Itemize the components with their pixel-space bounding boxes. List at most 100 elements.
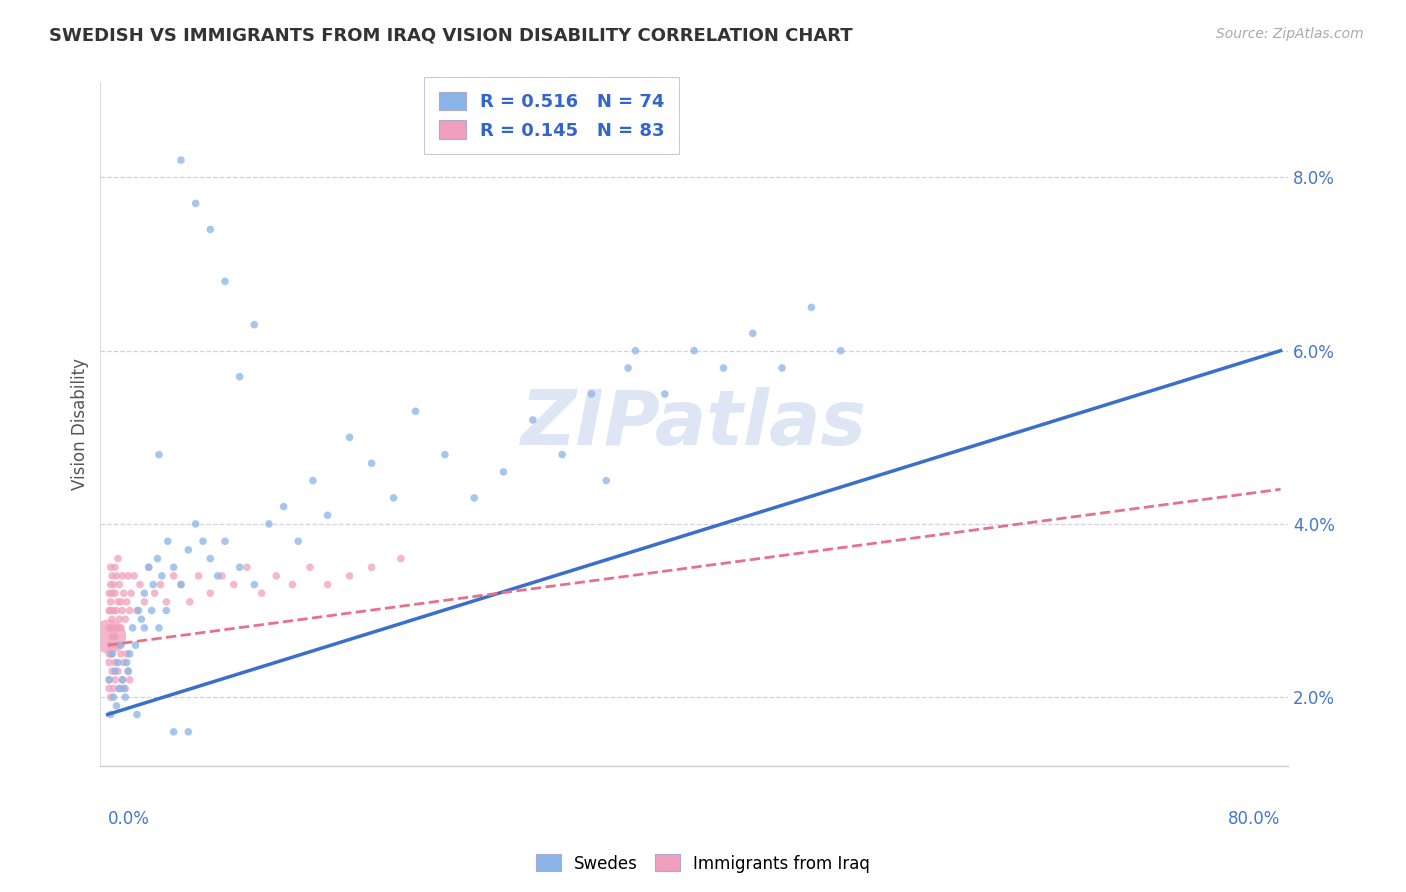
Point: [184, 516, 207, 531]
Point: [191, 534, 214, 549]
Point: [243, 318, 266, 332]
Point: [112, 656, 135, 670]
Point: [163, 569, 186, 583]
Point: [100, 690, 122, 705]
Point: [170, 577, 193, 591]
Point: [114, 681, 136, 696]
Point: [141, 603, 163, 617]
Point: [155, 595, 177, 609]
Point: [257, 516, 280, 531]
Legend: Swedes, Immigrants from Iraq: Swedes, Immigrants from Iraq: [529, 847, 877, 880]
Point: [103, 621, 125, 635]
Point: [177, 724, 200, 739]
Point: [101, 612, 124, 626]
Point: [110, 638, 132, 652]
Point: [214, 274, 236, 288]
Point: [581, 387, 603, 401]
Point: [134, 586, 156, 600]
Point: [184, 196, 207, 211]
Point: [683, 343, 706, 358]
Point: [522, 413, 544, 427]
Point: [339, 430, 361, 444]
Point: [127, 603, 149, 617]
Point: [222, 577, 245, 591]
Point: [155, 603, 177, 617]
Point: [111, 673, 134, 687]
Point: [110, 595, 132, 609]
Point: [104, 673, 127, 687]
Point: [382, 491, 405, 505]
Text: 80.0%: 80.0%: [1229, 810, 1281, 828]
Point: [98, 586, 121, 600]
Point: [214, 534, 236, 549]
Point: [118, 603, 141, 617]
Point: [125, 603, 148, 617]
Point: [624, 343, 647, 358]
Point: [595, 474, 617, 488]
Point: [177, 542, 200, 557]
Point: [170, 577, 193, 591]
Point: [187, 569, 209, 583]
Point: [108, 612, 131, 626]
Point: [100, 638, 122, 652]
Point: [360, 456, 382, 470]
Point: [405, 404, 427, 418]
Point: [107, 551, 129, 566]
Point: [100, 647, 122, 661]
Text: 0.0%: 0.0%: [108, 810, 149, 828]
Point: [654, 387, 676, 401]
Point: [122, 569, 145, 583]
Point: [207, 569, 229, 583]
Point: [316, 577, 339, 591]
Point: [492, 465, 515, 479]
Point: [551, 448, 574, 462]
Point: [200, 551, 222, 566]
Point: [101, 647, 124, 661]
Point: [281, 577, 304, 591]
Point: [108, 681, 131, 696]
Point: [156, 534, 179, 549]
Point: [100, 621, 122, 635]
Point: [100, 603, 122, 617]
Point: [100, 707, 122, 722]
Point: [228, 560, 250, 574]
Point: [117, 664, 139, 678]
Point: [101, 630, 124, 644]
Point: [298, 560, 321, 574]
Point: [138, 560, 160, 574]
Point: [105, 603, 128, 617]
Point: [104, 630, 127, 644]
Point: [103, 603, 125, 617]
Point: [770, 361, 793, 376]
Point: [316, 508, 339, 523]
Point: [433, 448, 456, 462]
Point: [114, 612, 136, 626]
Point: [100, 577, 122, 591]
Point: [146, 551, 169, 566]
Point: [287, 534, 309, 549]
Point: [118, 647, 141, 661]
Point: [111, 603, 134, 617]
Point: [134, 621, 156, 635]
Point: [143, 586, 166, 600]
Point: [104, 586, 127, 600]
Text: ZIPatlas: ZIPatlas: [522, 387, 868, 461]
Point: [111, 673, 134, 687]
Point: [115, 647, 138, 661]
Point: [463, 491, 485, 505]
Point: [170, 153, 193, 167]
Point: [98, 681, 121, 696]
Point: [112, 681, 135, 696]
Point: [179, 595, 201, 609]
Point: [741, 326, 763, 341]
Text: SWEDISH VS IMMIGRANTS FROM IRAQ VISION DISABILITY CORRELATION CHART: SWEDISH VS IMMIGRANTS FROM IRAQ VISION D…: [49, 27, 853, 45]
Point: [149, 577, 172, 591]
Text: Source: ZipAtlas.com: Source: ZipAtlas.com: [1216, 27, 1364, 41]
Point: [148, 621, 170, 635]
Point: [118, 673, 141, 687]
Point: [108, 577, 131, 591]
Point: [134, 595, 156, 609]
Point: [105, 621, 128, 635]
Point: [117, 569, 139, 583]
Point: [101, 586, 124, 600]
